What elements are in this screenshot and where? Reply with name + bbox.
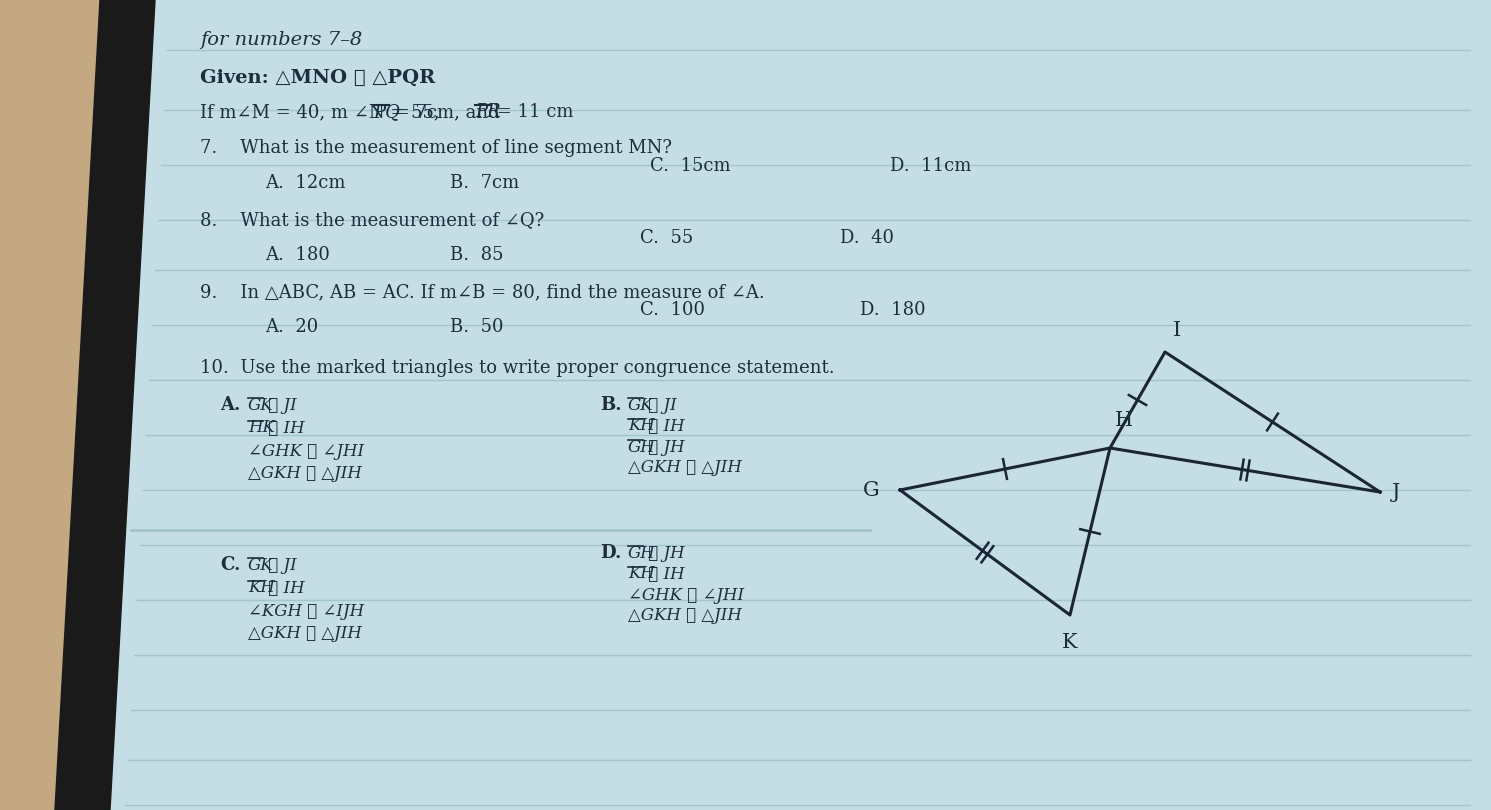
Text: ≅ IH: ≅ IH (262, 579, 304, 596)
Text: KH: KH (628, 565, 655, 582)
Text: 10.  Use the marked triangles to write proper congruence statement.: 10. Use the marked triangles to write pr… (200, 359, 835, 377)
Text: GK: GK (248, 556, 274, 573)
Text: = 11 cm: = 11 cm (491, 103, 574, 121)
Text: KH: KH (628, 417, 655, 434)
Text: GK: GK (628, 397, 653, 413)
Text: I: I (1173, 321, 1181, 340)
Text: 8.    What is the measurement of ∠Q?: 8. What is the measurement of ∠Q? (200, 211, 544, 229)
Text: ∠GHK ≅ ∠JHI: ∠GHK ≅ ∠JHI (628, 586, 744, 603)
Text: 9.    In △ABC, AB = AC. If m∠B = 80, find the measure of ∠A.: 9. In △ABC, AB = AC. If m∠B = 80, find t… (200, 283, 765, 301)
Text: GH: GH (628, 544, 656, 561)
Text: C.: C. (221, 556, 240, 574)
Text: △GKH ≅ △JIH: △GKH ≅ △JIH (628, 608, 743, 625)
Text: D.  180: D. 180 (860, 301, 926, 319)
Text: If m∠M = 40, m ∠N = 55,: If m∠M = 40, m ∠N = 55, (200, 103, 446, 121)
Text: B.  7cm: B. 7cm (450, 174, 519, 192)
Text: A.  20: A. 20 (265, 318, 318, 336)
Text: C.  55: C. 55 (640, 229, 693, 247)
Text: ≅ JH: ≅ JH (643, 438, 684, 455)
Text: ≅ IH: ≅ IH (643, 417, 684, 434)
Text: HK: HK (248, 420, 274, 437)
Text: ≅ JH: ≅ JH (643, 544, 684, 561)
Text: B.: B. (599, 396, 622, 414)
Text: K: K (1062, 633, 1078, 652)
Text: ≅ JI: ≅ JI (643, 397, 677, 413)
Text: △GKH ≅ △JIH: △GKH ≅ △JIH (248, 625, 362, 642)
Polygon shape (55, 0, 155, 810)
Text: J: J (1393, 483, 1400, 501)
Text: G: G (863, 480, 880, 500)
Text: 7.    What is the measurement of line segment MN?: 7. What is the measurement of line segme… (200, 139, 672, 157)
Text: ≅ JI: ≅ JI (262, 397, 297, 413)
Text: = 7cm, and: = 7cm, and (389, 103, 505, 121)
Text: ≅ IH: ≅ IH (262, 420, 304, 437)
Text: D.  11cm: D. 11cm (890, 157, 971, 175)
Text: KH: KH (248, 579, 274, 596)
Text: C.  15cm: C. 15cm (650, 157, 731, 175)
Text: C.  100: C. 100 (640, 301, 705, 319)
Text: ≅ JI: ≅ JI (262, 556, 297, 573)
Polygon shape (100, 0, 1491, 810)
Text: for numbers 7–8: for numbers 7–8 (200, 31, 362, 49)
Text: Given: △MNO ≅ △PQR: Given: △MNO ≅ △PQR (200, 69, 435, 87)
Text: PR: PR (476, 103, 501, 121)
Text: B.  50: B. 50 (450, 318, 504, 336)
Text: ∠GHK ≅ ∠JHI: ∠GHK ≅ ∠JHI (248, 442, 364, 459)
Text: ≅ IH: ≅ IH (643, 565, 684, 582)
Text: A.  180: A. 180 (265, 246, 330, 264)
Text: ∠KGH ≅ ∠IJH: ∠KGH ≅ ∠IJH (248, 603, 364, 620)
Text: GK: GK (248, 397, 274, 413)
Text: PQ: PQ (373, 103, 400, 121)
Text: △GKH ≅ △JIH: △GKH ≅ △JIH (628, 459, 743, 476)
Text: D.  40: D. 40 (839, 229, 895, 247)
Text: B.  85: B. 85 (450, 246, 504, 264)
Text: GH: GH (628, 438, 656, 455)
Text: A.: A. (221, 396, 240, 414)
Text: △GKH ≅ △JIH: △GKH ≅ △JIH (248, 466, 362, 483)
Text: D.: D. (599, 544, 622, 562)
Text: H: H (1115, 411, 1133, 430)
Text: A.  12cm: A. 12cm (265, 174, 346, 192)
